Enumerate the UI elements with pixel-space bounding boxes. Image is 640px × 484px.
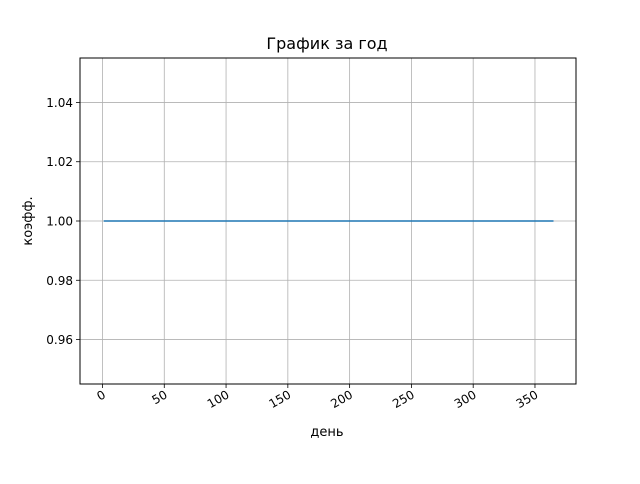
y-axis-label: коэфф. [21, 196, 36, 245]
x-tick-label: 50 [150, 387, 170, 407]
y-tick-label: 0.96 [46, 333, 73, 347]
y-tick-label: 1.00 [46, 215, 73, 229]
x-axis-label: день [310, 425, 343, 440]
y-axis: 0.96 0.98 1.00 1.02 1.04 [46, 96, 80, 347]
y-tick-label: 0.98 [46, 274, 73, 288]
chart-title: График за год [266, 34, 387, 53]
y-tick-label: 1.04 [46, 96, 73, 110]
y-tick-label: 1.02 [46, 155, 73, 169]
